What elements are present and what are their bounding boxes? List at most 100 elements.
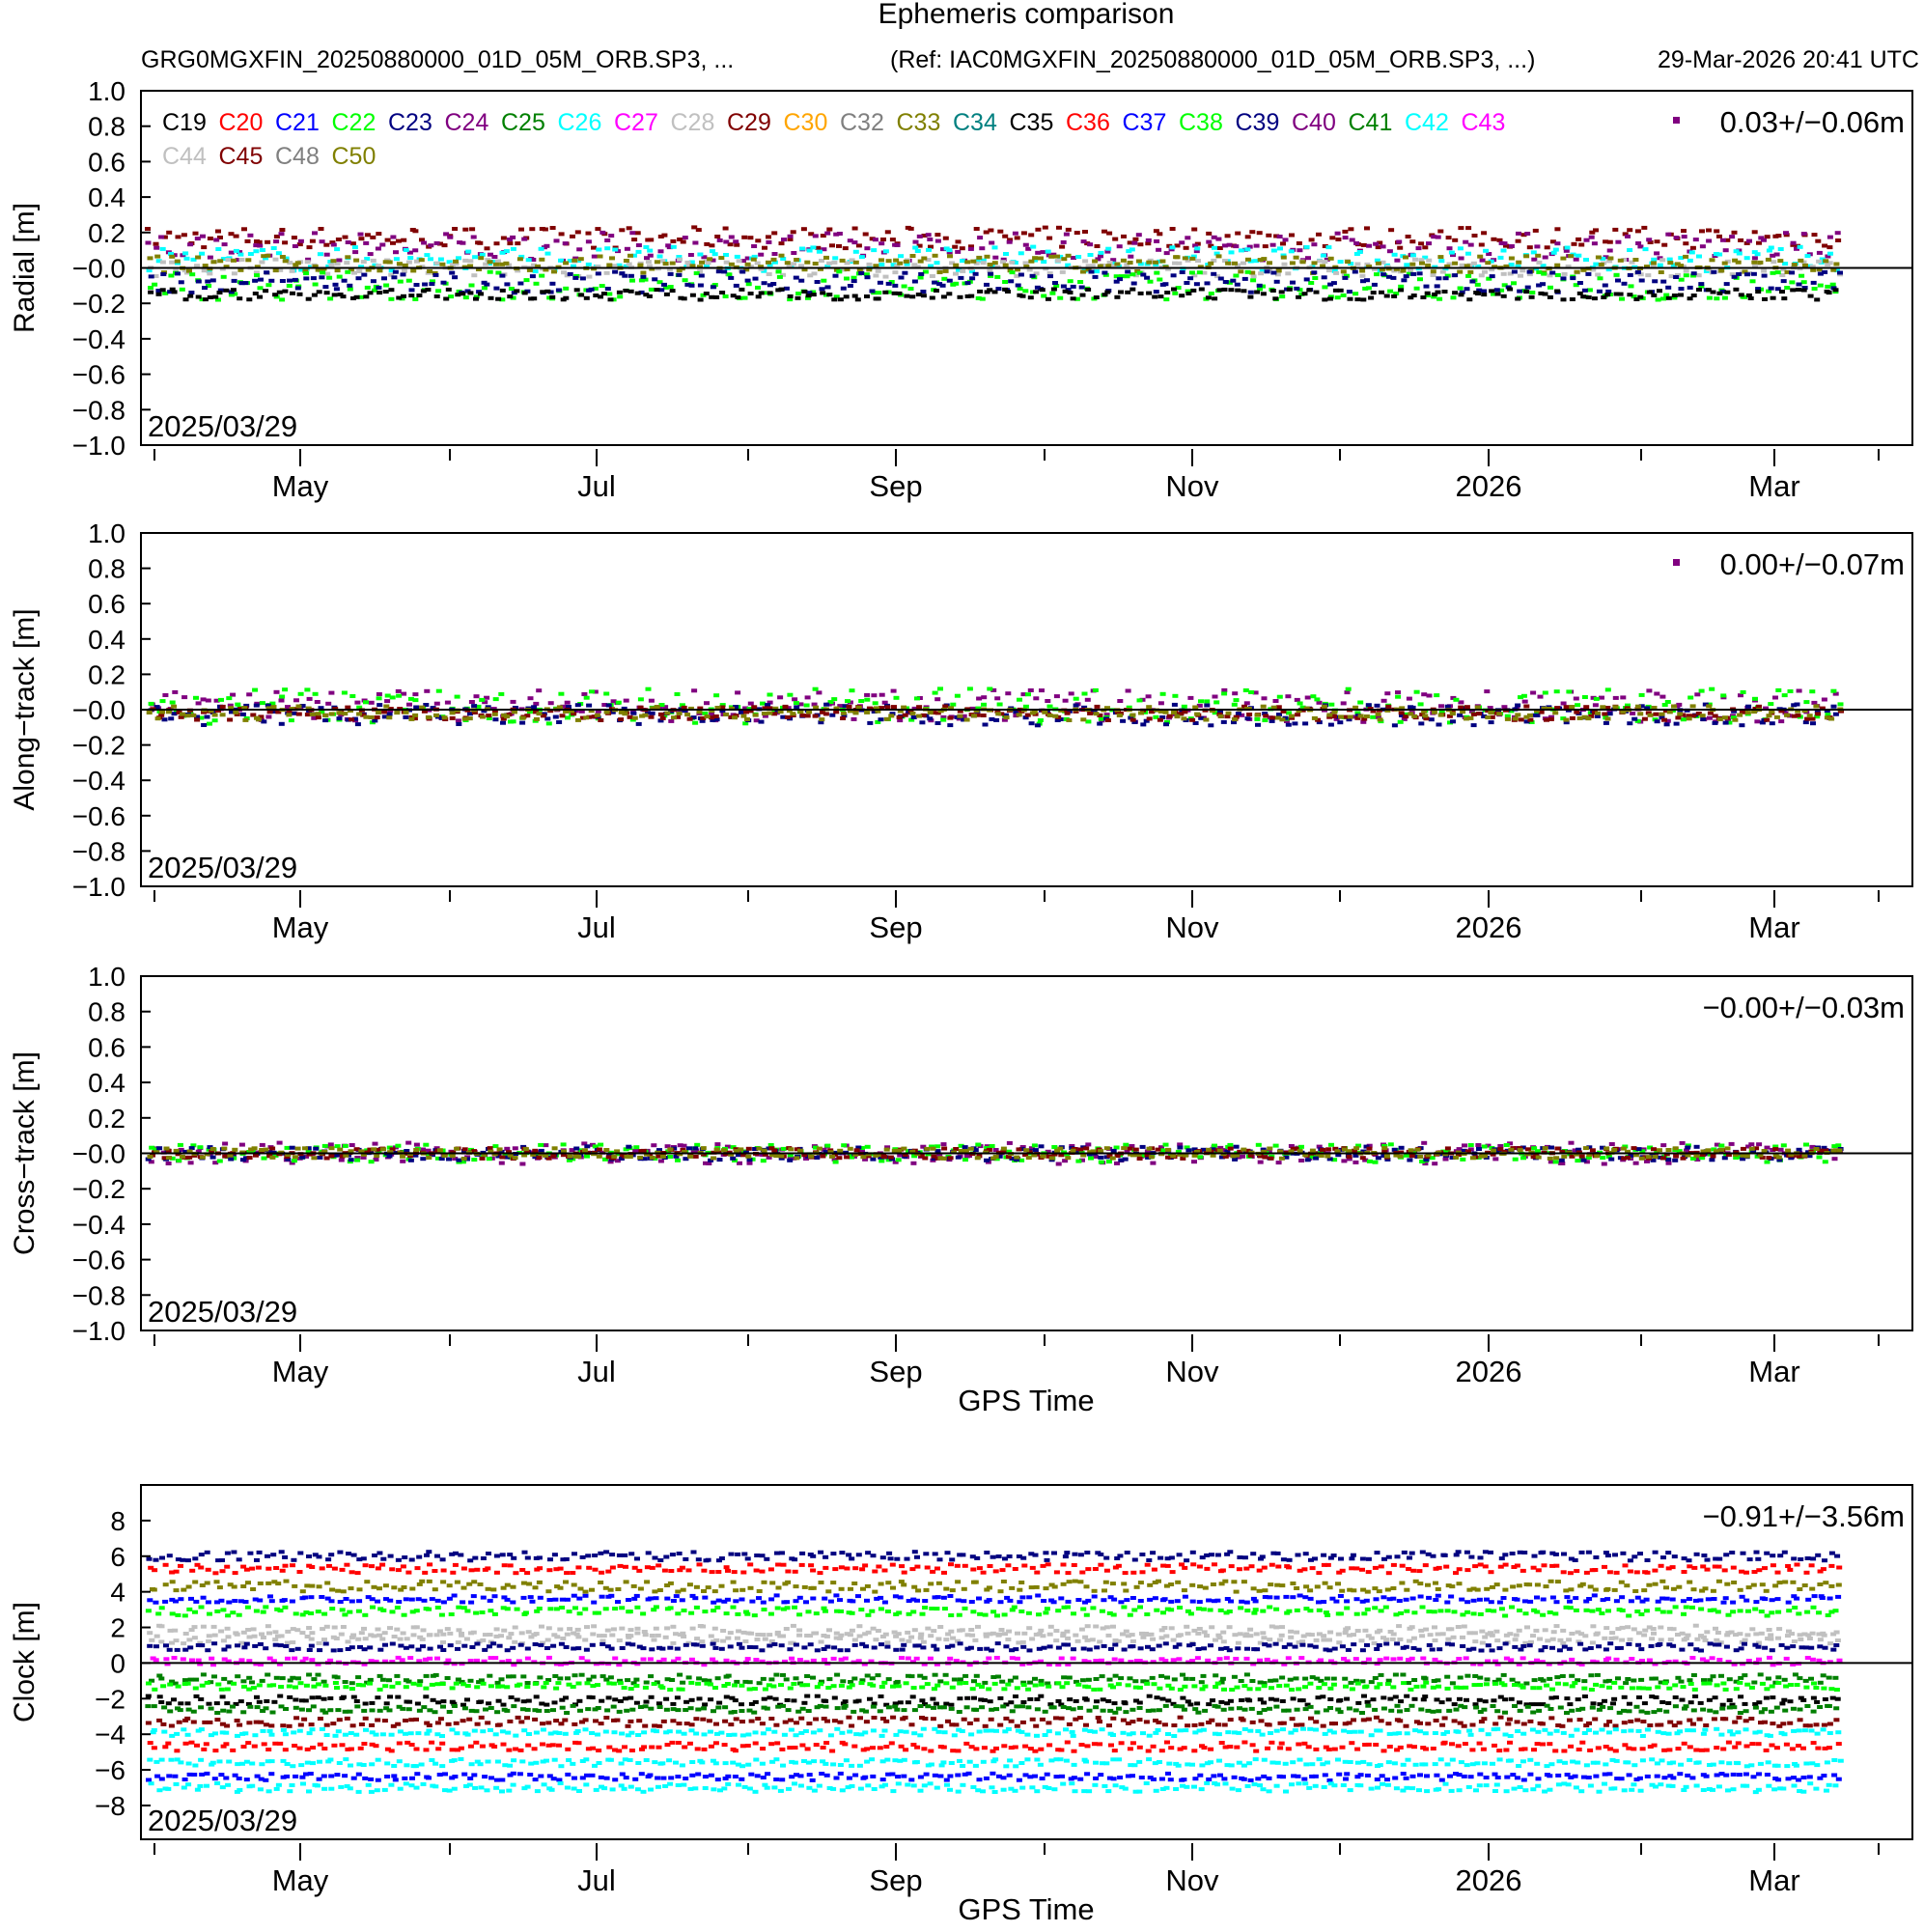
data-point [911, 706, 918, 711]
data-point [1195, 259, 1201, 264]
data-point [1110, 264, 1117, 268]
data-point [1563, 717, 1570, 722]
data-point [1006, 1140, 1013, 1145]
data-point [1005, 691, 1012, 696]
data-point [1022, 261, 1029, 266]
data-point [1422, 714, 1429, 718]
data-point [954, 693, 961, 698]
data-point [654, 260, 660, 265]
data-point [1450, 719, 1456, 724]
data-point [287, 278, 293, 283]
data-point [1631, 294, 1637, 299]
data-point [1628, 284, 1634, 289]
data-point [977, 289, 984, 294]
data-point [885, 281, 892, 286]
data-point [527, 696, 534, 701]
data-point [1673, 236, 1680, 240]
data-point [1245, 257, 1251, 262]
data-point [1558, 1158, 1565, 1162]
data-point [471, 1149, 478, 1154]
data-point [855, 1145, 862, 1150]
data-point [323, 252, 330, 257]
data-point [146, 1556, 153, 1561]
data-point [1542, 255, 1548, 260]
data-point [927, 711, 934, 714]
data-point [521, 291, 528, 295]
y-tick-label: 0.4 [88, 1068, 125, 1098]
data-point [1008, 279, 1015, 284]
data-point [928, 244, 934, 249]
data-point [228, 232, 235, 237]
stat-label: −0.00+/−0.03m [1703, 991, 1905, 1024]
data-point [632, 1148, 639, 1153]
data-point [381, 710, 388, 714]
data-point [354, 1158, 361, 1162]
data-point [883, 1147, 890, 1152]
data-point [171, 290, 178, 294]
data-point [1432, 292, 1438, 296]
data-point [1652, 279, 1659, 284]
data-point [1013, 710, 1019, 714]
data-point [1484, 689, 1491, 694]
data-point [202, 264, 209, 268]
data-point [654, 705, 660, 709]
data-point [1153, 229, 1159, 234]
data-point [1597, 276, 1603, 281]
data-point [401, 238, 407, 242]
data-point [1751, 256, 1758, 261]
data-point [1677, 712, 1684, 716]
data-point [1604, 706, 1611, 710]
data-point [1710, 1154, 1716, 1159]
data-point [919, 720, 926, 725]
data-point [894, 1556, 901, 1561]
data-point [482, 700, 488, 705]
data-point [1463, 716, 1469, 721]
data-point [237, 267, 244, 272]
data-point [539, 273, 545, 278]
data-point [858, 699, 865, 703]
data-point [518, 254, 525, 259]
data-point [1638, 692, 1645, 697]
data-point [1342, 236, 1349, 240]
data-point [216, 1159, 223, 1163]
data-point [1038, 1144, 1045, 1149]
data-point [1493, 288, 1500, 293]
data-point [622, 712, 628, 716]
data-point [1379, 290, 1384, 294]
data-point [771, 260, 778, 265]
data-point [1327, 722, 1334, 727]
data-point [1175, 1149, 1182, 1154]
data-point [1154, 238, 1160, 243]
data-point [1518, 717, 1524, 722]
data-point [1534, 244, 1541, 249]
data-point [693, 271, 700, 275]
data-point [246, 1150, 253, 1154]
data-point [1278, 1156, 1285, 1161]
data-point [791, 251, 797, 255]
data-point [1258, 271, 1265, 276]
data-point [1129, 1144, 1135, 1148]
data-point [1498, 288, 1505, 293]
data-point [1330, 281, 1337, 286]
data-point [523, 1149, 530, 1154]
data-point [347, 283, 353, 288]
data-point [1247, 1154, 1254, 1158]
data-point [677, 257, 683, 262]
data-point [957, 709, 963, 714]
data-point [1749, 279, 1756, 284]
data-point [747, 709, 754, 714]
data-point [1644, 1159, 1650, 1163]
data-point [1156, 247, 1162, 252]
data-point [1114, 262, 1121, 266]
data-point [1659, 258, 1666, 263]
data-point [1637, 244, 1644, 249]
data-point [1515, 703, 1521, 708]
data-point [563, 1556, 570, 1561]
data-point [1756, 240, 1762, 245]
data-point [1128, 254, 1134, 259]
data-point [1458, 226, 1464, 231]
data-point [1583, 1160, 1590, 1164]
data-point [401, 691, 407, 696]
data-point [714, 706, 721, 710]
data-point [1507, 287, 1514, 292]
